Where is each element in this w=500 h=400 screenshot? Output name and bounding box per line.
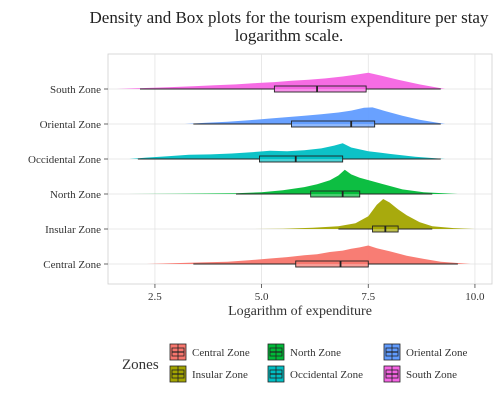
y-label-south-zone: South Zone: [50, 84, 101, 96]
y-label-oriental-zone: Oriental Zone: [40, 119, 102, 131]
legend-label: Oriental Zone: [406, 347, 468, 359]
boxplot-insular-zone: [338, 225, 433, 233]
box-iqr: [291, 120, 376, 128]
box-iqr: [310, 190, 361, 198]
x-axis-ticks: 2.5 5.0 7.5 10.0: [148, 284, 485, 303]
density-south-zone: [116, 72, 446, 89]
density-layer: [112, 72, 475, 264]
box-iqr: [259, 155, 344, 163]
box-iqr: [273, 85, 367, 93]
density-occidental-zone: [129, 143, 446, 159]
legend: Zones Central Zone North Zone Oriental Zon…: [122, 343, 468, 383]
density-north-zone: [112, 169, 458, 194]
legend-item-south-zone: South Zone: [383, 365, 457, 383]
y-label-occidental-zone: Occidental Zone: [28, 154, 101, 166]
legend-label: South Zone: [406, 369, 457, 381]
boxplot-north-zone: [236, 190, 433, 198]
x-tick-label: 7.5: [361, 291, 375, 303]
legend-label: Occidental Zone: [290, 369, 363, 381]
y-axis-labels: South Zone Oriental Zone Occidental Zone No…: [28, 84, 108, 271]
legend-item-occidental-zone: Occidental Zone: [267, 365, 363, 383]
density-oriental-zone: [184, 107, 446, 124]
boxplot-central-zone: [193, 260, 458, 268]
legend-item-insular-zone: Insular Zone: [169, 365, 248, 383]
y-label-north-zone: North Zone: [50, 189, 101, 201]
x-tick-label: 5.0: [255, 291, 269, 303]
legend-label: Central Zone: [192, 347, 250, 359]
legend-item-oriental-zone: Oriental Zone: [383, 343, 468, 361]
boxplot-occidental-zone: [137, 155, 441, 163]
boxplot-layer: [137, 85, 458, 268]
density-insular-zone: [244, 199, 475, 229]
legend-item-central-zone: Central Zone: [169, 343, 250, 361]
chart-title: Density and Box plots for the tourism ex…: [90, 8, 489, 45]
x-tick-label: 2.5: [148, 291, 162, 303]
density-central-zone: [146, 245, 471, 264]
legend-title: Zones: [122, 357, 159, 373]
box-iqr: [295, 260, 369, 268]
x-axis-label: Logarithm of expenditure: [228, 304, 372, 319]
legend-label: Insular Zone: [192, 369, 248, 381]
x-tick-label: 10.0: [465, 291, 485, 303]
chart-title-line1: Density and Box plots for the tourism ex…: [90, 8, 489, 27]
legend-label: North Zone: [290, 347, 341, 359]
boxplot-south-zone: [140, 85, 441, 93]
boxplot-oriental-zone: [193, 120, 441, 128]
legend-item-north-zone: North Zone: [267, 343, 341, 361]
y-label-insular-zone: Insular Zone: [45, 224, 101, 236]
chart-title-line2: logarithm scale.: [235, 26, 344, 45]
y-label-central-zone: Central Zone: [43, 259, 101, 271]
